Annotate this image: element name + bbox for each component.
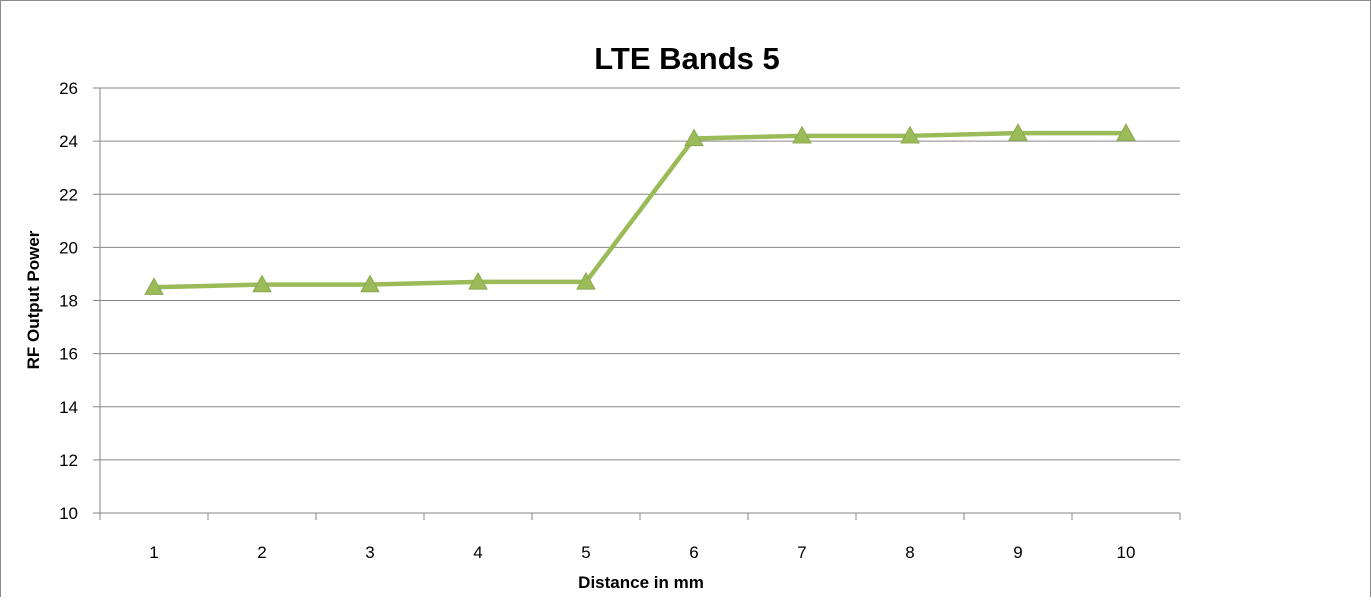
y-tick-label: 20 [59, 238, 78, 257]
y-tick-label: 14 [59, 398, 78, 417]
series [144, 123, 1136, 295]
gridlines [100, 87, 1180, 461]
data-point-marker [576, 271, 596, 290]
y-tick-label: 18 [59, 292, 78, 311]
y-axis-title: RF Output Power [24, 230, 43, 369]
x-tick-label: 3 [365, 543, 374, 562]
y-tick-label: 12 [59, 451, 78, 470]
data-point-marker [144, 277, 164, 295]
x-tick-label: 2 [257, 543, 266, 562]
data-point-marker [900, 125, 920, 144]
x-tick-label: 4 [473, 543, 482, 562]
data-point-marker [360, 274, 380, 293]
x-tick-label: 6 [689, 543, 698, 562]
y-tick-label: 10 [59, 504, 78, 523]
x-tick-label: 10 [1117, 543, 1136, 562]
x-tick-label: 8 [905, 543, 914, 562]
x-tick-label: 9 [1013, 543, 1022, 562]
x-axis-title: Distance in mm [578, 573, 704, 592]
x-tick-label: 7 [797, 543, 806, 562]
y-tick-label: 24 [59, 132, 78, 151]
data-point-marker [1008, 123, 1028, 141]
y-tick-label: 16 [59, 345, 78, 364]
data-point-marker [792, 125, 812, 144]
y-tick-label: 22 [59, 185, 78, 204]
y-tick-label: 26 [59, 79, 78, 98]
x-tick-label: 5 [581, 543, 590, 562]
axes [93, 87, 1181, 520]
data-point-marker [468, 271, 488, 290]
series-line [153, 130, 1126, 290]
x-tick-label: 1 [149, 543, 158, 562]
chart-title: LTE Bands 5 [594, 41, 779, 76]
data-point-marker [684, 128, 704, 147]
data-point-marker [252, 274, 272, 293]
data-point-marker [1116, 123, 1136, 141]
